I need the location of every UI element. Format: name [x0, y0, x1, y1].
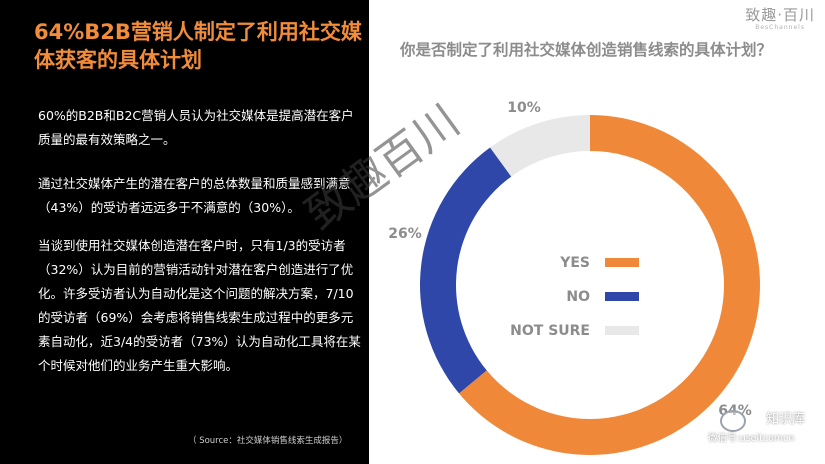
- headline: 64%B2B营销人制定了利用社交媒体获客的具体计划: [34, 20, 362, 72]
- donut-slice-no: [420, 147, 512, 394]
- wechat-badge: 知识库 微信号:useitcomcn: [708, 402, 820, 452]
- legend-swatch-not-sure: [605, 326, 639, 335]
- legend-swatch-yes: [605, 258, 639, 267]
- logo-subtext: BesChannels: [755, 24, 805, 31]
- paragraph-3: 当谈到使用社交媒体创造潜在客户时，只有1/3的受访者（32%）认为目前的营销活动…: [38, 238, 361, 373]
- data-label-no: 26%: [388, 226, 422, 242]
- donut-slice-yes: [459, 115, 760, 455]
- legend-label-not-sure: NOT SURE: [510, 323, 590, 339]
- logo-text: 致趣·百川: [745, 6, 815, 24]
- paragraph-2: 通过社交媒体产生的潜在客户的总体数量和质量感到满意（43%）的受访者远远多于不满…: [38, 176, 351, 215]
- wechat-id: 微信号:useitcomcn: [708, 433, 795, 444]
- wechat-name: 知识库: [766, 412, 806, 427]
- left-panel: 64%B2B营销人制定了利用社交媒体获客的具体计划 60%的B2B和B2C营销人…: [0, 0, 369, 464]
- chart-title: 你是否制定了利用社交媒体创造销售线索的具体计划？: [400, 41, 773, 59]
- donut-slice-not-sure: [490, 115, 590, 177]
- legend-label-no: NO: [566, 289, 590, 305]
- wechat-icon: [720, 410, 746, 432]
- data-label-not-sure: 10%: [507, 100, 541, 116]
- legend-swatch-no: [605, 292, 639, 301]
- legend-label-yes: YES: [559, 255, 590, 271]
- brand-logo: 致趣·百川 BesChannels: [745, 4, 815, 31]
- paragraph-1: 60%的B2B和B2C营销人员认为社交媒体是提高潜在客户质量的最有效策略之一。: [38, 108, 354, 147]
- source-note: （ Source：社交媒体销售线索生成报告）: [188, 436, 348, 446]
